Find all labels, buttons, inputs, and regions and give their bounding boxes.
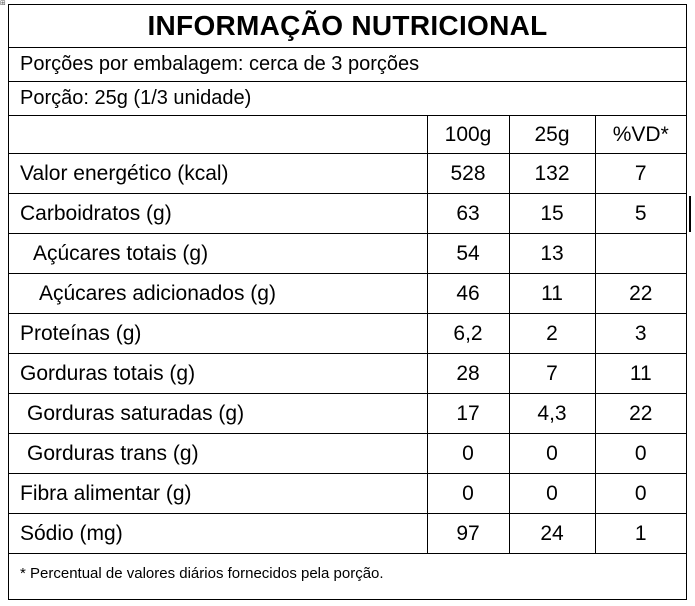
value-25g: 24: [508, 513, 595, 554]
value-100g: 46: [426, 273, 509, 314]
column-header-100g: 100g: [426, 116, 509, 154]
header-empty-cell: [9, 116, 427, 154]
value-vd: 5: [594, 193, 686, 234]
value-25g: 4,3: [508, 393, 595, 434]
table-row: Proteínas (g) 6,2 2 3: [9, 313, 686, 354]
value-vd: 1: [594, 513, 686, 554]
nutrition-facts-panel: INFORMAÇÃO NUTRICIONAL Porções por embal…: [8, 4, 687, 600]
value-vd: 0: [594, 473, 686, 514]
value-100g: 528: [426, 153, 509, 194]
value-100g: 17: [426, 393, 509, 434]
value-25g: 2: [508, 313, 595, 354]
value-100g: 54: [426, 233, 509, 274]
table-row: Gorduras totais (g) 28 7 11: [9, 353, 686, 394]
value-vd: 3: [594, 313, 686, 354]
value-100g: 0: [426, 473, 509, 514]
row-label: Gorduras trans (g): [9, 433, 427, 474]
value-25g: 132: [508, 153, 595, 194]
value-vd: 7: [594, 153, 686, 194]
value-vd: 11: [594, 353, 686, 394]
value-25g: 0: [508, 473, 595, 514]
table-header-row: 100g 25g %VD*: [9, 116, 686, 154]
value-100g: 97: [426, 513, 509, 554]
nutrition-table: 100g 25g %VD* Valor energético (kcal) 52…: [9, 116, 686, 554]
row-label: Carboidratos (g): [9, 193, 427, 234]
anchor-icon: ⊞: [0, 0, 6, 7]
value-vd: 22: [594, 393, 686, 434]
column-header-25g: 25g: [508, 116, 595, 154]
value-100g: 6,2: [426, 313, 509, 354]
value-25g: 13: [508, 233, 595, 274]
row-label: Gorduras saturadas (g): [9, 393, 427, 434]
row-label: Valor energético (kcal): [9, 153, 427, 194]
value-25g: 15: [508, 193, 595, 234]
table-row: Gorduras saturadas (g) 17 4,3 22: [9, 393, 686, 434]
value-100g: 63: [426, 193, 509, 234]
row-label: Fibra alimentar (g): [9, 473, 427, 514]
value-25g: 0: [508, 433, 595, 474]
value-100g: 0: [426, 433, 509, 474]
footnote: * Percentual de valores diários fornecid…: [20, 565, 384, 582]
value-100g: 28: [426, 353, 509, 394]
column-header-vd: %VD*: [594, 116, 686, 154]
serving-size: Porção: 25g (1/3 unidade): [9, 82, 686, 116]
value-vd: 22: [594, 273, 686, 314]
value-vd: 0: [594, 433, 686, 474]
table-row: Açúcares adicionados (g) 46 11 22: [9, 273, 686, 314]
row-label: Açúcares totais (g): [9, 233, 427, 274]
table-row: Gorduras trans (g) 0 0 0: [9, 433, 686, 474]
panel-title: INFORMAÇÃO NUTRICIONAL: [9, 5, 686, 48]
servings-per-package: Porções por embalagem: cerca de 3 porçõe…: [9, 48, 686, 82]
row-label: Proteínas (g): [9, 313, 427, 354]
table-row: Sódio (mg) 97 24 1: [9, 513, 686, 554]
table-row: Carboidratos (g) 63 15 5: [9, 193, 686, 234]
table-row: Valor energético (kcal) 528 132 7: [9, 153, 686, 194]
table-row: Açúcares totais (g) 54 13: [9, 233, 686, 274]
table-row: Fibra alimentar (g) 0 0 0: [9, 473, 686, 514]
row-label: Gorduras totais (g): [9, 353, 427, 394]
row-label: Sódio (mg): [9, 513, 427, 554]
value-25g: 11: [508, 273, 595, 314]
value-vd: [594, 233, 686, 274]
text-cursor-mark: [689, 196, 691, 232]
value-25g: 7: [508, 353, 595, 394]
row-label: Açúcares adicionados (g): [9, 273, 427, 314]
